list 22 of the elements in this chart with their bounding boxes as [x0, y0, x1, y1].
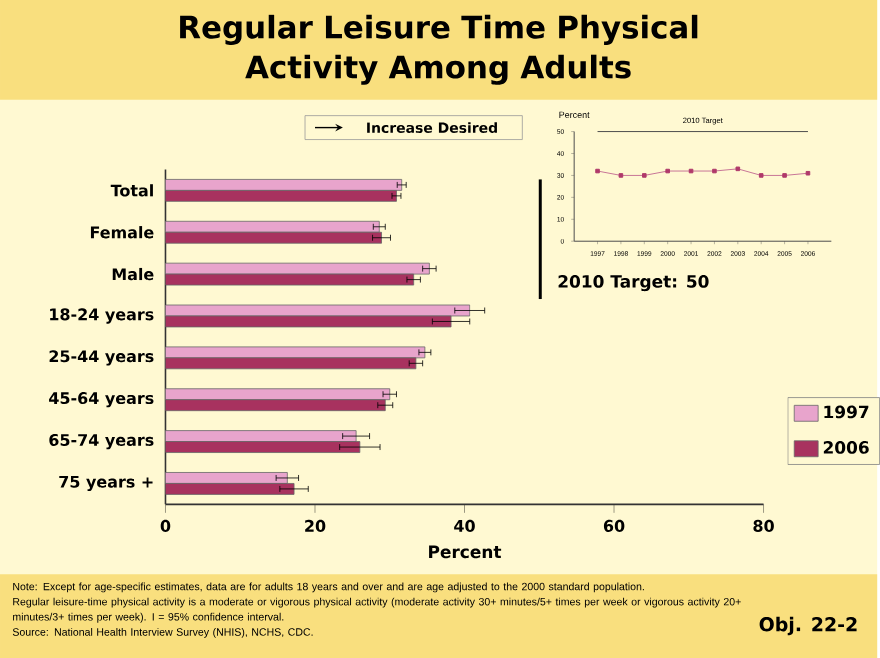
bar	[165, 399, 386, 412]
bar	[165, 262, 430, 275]
bar	[165, 430, 357, 443]
annotation: 2010 Target: 50	[558, 275, 709, 292]
bar	[165, 273, 415, 286]
legend-label: 1997	[824, 405, 869, 419]
bar	[165, 441, 361, 453]
bar	[165, 388, 391, 401]
bar	[165, 190, 397, 202]
x-axis-title: Percent	[429, 545, 502, 559]
bar	[165, 220, 380, 233]
chart-title: Regular Leisure Time Physical Activity Among Adults	[180, 14, 698, 85]
bar	[165, 315, 452, 328]
bar	[165, 357, 417, 370]
bar	[165, 472, 288, 484]
legend-label: 2006	[823, 441, 869, 454]
bar	[165, 179, 403, 191]
text: Obj. 22-2	[759, 616, 857, 636]
bar	[165, 346, 426, 359]
bar	[165, 304, 471, 317]
bar	[165, 231, 382, 244]
bar	[165, 483, 295, 495]
